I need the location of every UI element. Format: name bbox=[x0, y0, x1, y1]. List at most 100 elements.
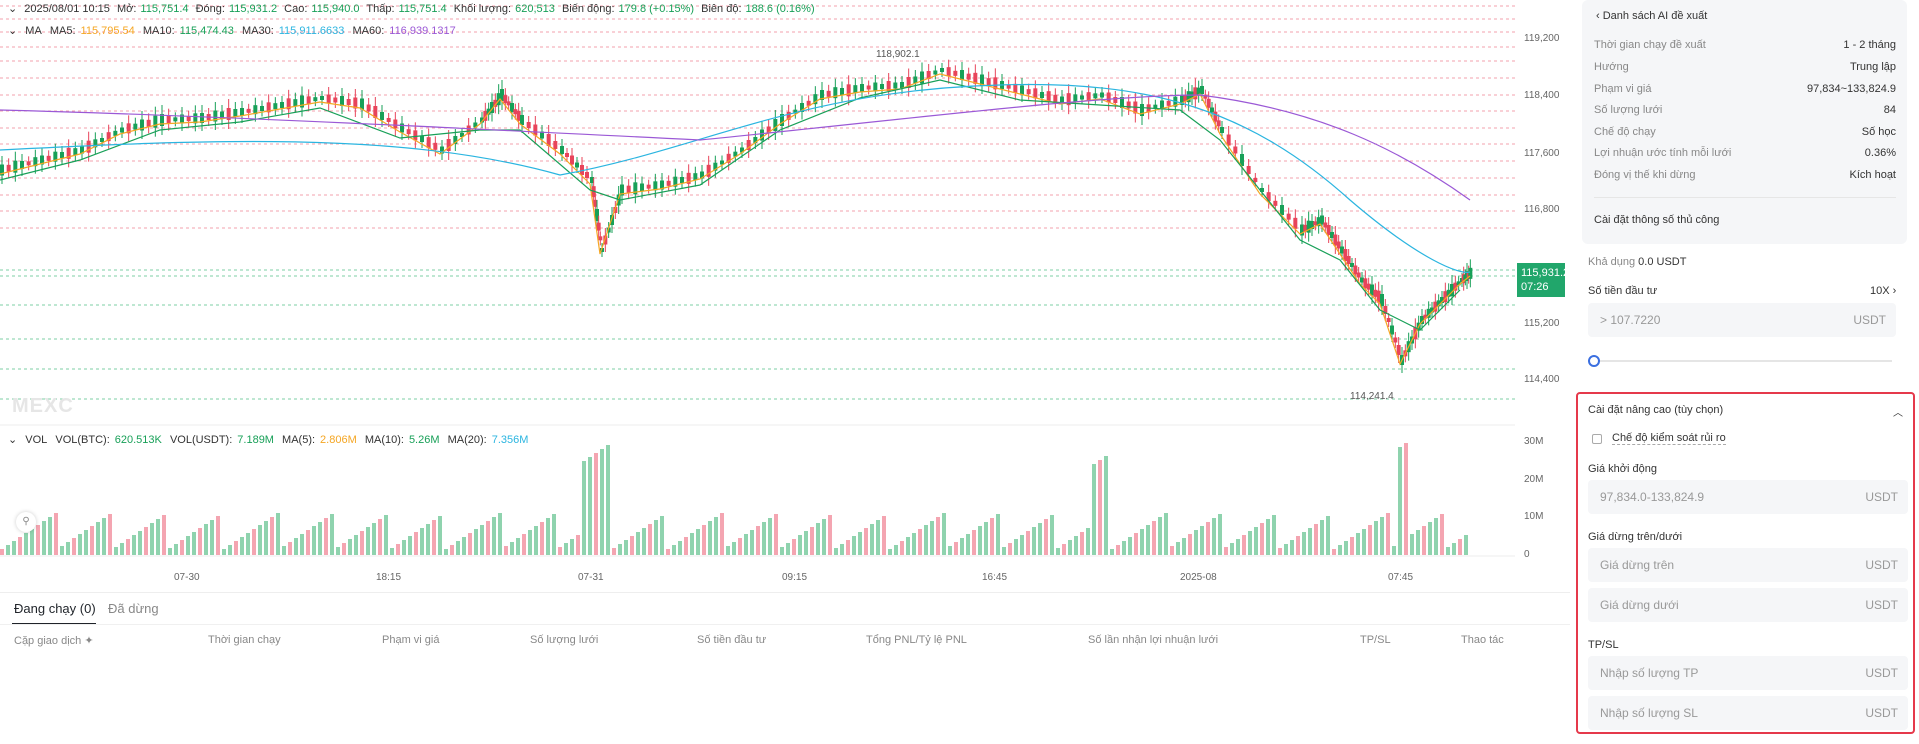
candle-body bbox=[313, 97, 318, 102]
candle-body bbox=[1246, 166, 1251, 174]
volume-bar bbox=[1332, 549, 1336, 555]
volume-bar bbox=[516, 538, 520, 555]
tab-stopped[interactable]: Đã dừng bbox=[108, 601, 159, 616]
candle-body bbox=[13, 160, 18, 173]
stop-lower-input[interactable]: Giá dừng dưới USDT bbox=[1588, 588, 1908, 622]
volume-bar bbox=[1248, 531, 1252, 555]
volume-bar bbox=[186, 536, 190, 555]
candle-body bbox=[1213, 111, 1218, 122]
volume-bar bbox=[1392, 546, 1396, 555]
chart-canvas[interactable] bbox=[0, 0, 1570, 592]
volume-bar bbox=[1236, 539, 1240, 555]
candle-body bbox=[1086, 92, 1091, 102]
risk-control-checkbox[interactable] bbox=[1592, 434, 1602, 444]
candle-body bbox=[595, 209, 599, 221]
manual-settings-link[interactable]: Cài đặt thông số thủ công bbox=[1594, 214, 1720, 226]
collapse-chevron-icon[interactable]: ⌄ bbox=[8, 25, 18, 37]
sl-input[interactable]: Nhập số lượng SL USDT bbox=[1588, 696, 1908, 730]
candle-body bbox=[1433, 301, 1438, 312]
candle-body bbox=[1363, 278, 1368, 289]
volume-bar bbox=[1230, 543, 1234, 555]
volume-bar bbox=[720, 513, 724, 555]
volume-bar bbox=[66, 542, 70, 555]
candle-body bbox=[1160, 100, 1164, 110]
slider-knob[interactable] bbox=[1588, 355, 1600, 367]
candle-body bbox=[1340, 246, 1344, 254]
invest-slider[interactable] bbox=[1588, 355, 1896, 367]
volume-bar bbox=[432, 520, 436, 555]
candle-body bbox=[140, 119, 144, 131]
candle-body bbox=[933, 70, 938, 75]
volume-bar bbox=[144, 527, 148, 555]
volume-bar bbox=[486, 521, 490, 555]
candle-body bbox=[40, 155, 44, 165]
candle-body bbox=[893, 82, 898, 89]
collapse-chevron-icon[interactable]: ⌄ bbox=[8, 3, 18, 15]
volume-bar bbox=[192, 532, 196, 555]
pin-icon[interactable]: ✦ bbox=[84, 635, 94, 647]
volume-bar bbox=[444, 549, 448, 555]
tab-running[interactable]: Đang chạy (0) bbox=[14, 601, 96, 616]
candle-body bbox=[360, 98, 364, 110]
stop-upper-input[interactable]: Giá dừng trên USDT bbox=[1588, 548, 1908, 582]
volume-bar bbox=[564, 543, 568, 555]
volume-bar bbox=[858, 532, 862, 555]
candle-body bbox=[1006, 84, 1011, 89]
candle-body bbox=[1383, 306, 1388, 314]
volume-bar bbox=[264, 521, 268, 555]
candle-body bbox=[666, 180, 671, 186]
volume-bar bbox=[378, 519, 382, 555]
volume-bar bbox=[120, 543, 124, 555]
volume-bar bbox=[984, 522, 988, 555]
risk-control-label[interactable]: Chế độ kiểm soát rủi ro bbox=[1612, 432, 1726, 445]
volume-bar bbox=[336, 547, 340, 555]
volume-bar bbox=[234, 541, 238, 555]
candle-body bbox=[126, 123, 131, 134]
candle-body bbox=[1233, 146, 1238, 154]
volume-bar bbox=[210, 520, 214, 555]
leverage-selector[interactable]: 10X › bbox=[1870, 285, 1897, 297]
candle-body bbox=[733, 151, 738, 157]
stop-price-label: Giá dừng trên/dưới bbox=[1588, 531, 1683, 543]
chart-tool-icon[interactable]: ⚲ bbox=[16, 512, 36, 532]
volume-bar bbox=[1314, 524, 1318, 555]
vol-btc-value: 620.513K bbox=[114, 434, 162, 446]
kline-chart[interactable]: ⌄ 2025/08/01 10:15 Mở: 115,751.4 Đóng: 115… bbox=[0, 0, 1570, 592]
volume-bar bbox=[1266, 519, 1270, 555]
candle-body bbox=[1196, 87, 1201, 96]
invest-amount-input[interactable]: > 107.7220 USDT bbox=[1588, 303, 1896, 337]
candle-body bbox=[590, 177, 594, 183]
candle-body bbox=[680, 177, 684, 183]
back-to-ai-list[interactable]: ‹ Danh sách AI đề xuất bbox=[1596, 10, 1708, 22]
volume-value: 620,513 bbox=[515, 3, 555, 15]
candle-body bbox=[826, 90, 831, 97]
tp-input[interactable]: Nhập số lượng TP USDT bbox=[1588, 656, 1908, 690]
start-price-input[interactable]: 97,834.0-133,824.9 USDT bbox=[1588, 480, 1908, 514]
param-row: Số lượng lưới 84 bbox=[1594, 104, 1896, 116]
candle-body bbox=[510, 103, 514, 112]
candle-body bbox=[193, 113, 198, 124]
candle-body bbox=[293, 99, 298, 107]
collapse-chevron-icon[interactable]: ⌄ bbox=[8, 434, 18, 446]
volume-bar bbox=[252, 529, 256, 555]
candle-body bbox=[606, 227, 611, 233]
candle-body bbox=[1266, 192, 1271, 202]
candle-body bbox=[1210, 107, 1214, 113]
candle-body bbox=[1183, 95, 1188, 102]
candle-body bbox=[1100, 92, 1104, 98]
volume-bar bbox=[1092, 464, 1096, 555]
candle-body bbox=[346, 99, 351, 105]
candle-body bbox=[1260, 188, 1264, 192]
candle-body bbox=[740, 147, 744, 153]
price-axis-label: 118,400 bbox=[1524, 90, 1560, 101]
vol-ma20-value: 7.356M bbox=[491, 434, 529, 446]
advanced-settings-title[interactable]: Cài đặt nâng cao (tùy chọn) bbox=[1588, 404, 1724, 416]
chevron-up-icon[interactable]: ︿ bbox=[1893, 408, 1903, 419]
volume-bar bbox=[576, 535, 580, 555]
volume-bar bbox=[1122, 541, 1126, 555]
candle-body bbox=[1440, 297, 1444, 303]
col-grid-profit-count: Số lần nhận lợi nhuận lưới bbox=[1088, 634, 1219, 646]
volume-bar bbox=[960, 538, 964, 555]
candle-body bbox=[973, 72, 978, 84]
candle-body bbox=[1336, 241, 1341, 249]
